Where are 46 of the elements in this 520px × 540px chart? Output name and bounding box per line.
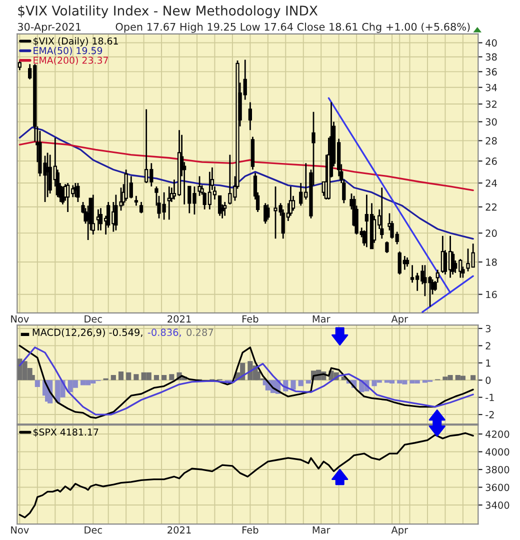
- y-tick-label: 30: [486, 118, 497, 126]
- y-tick-label: 22: [486, 203, 496, 211]
- y-tick-label: 18: [486, 258, 497, 266]
- y-tick-label: -2: [486, 411, 494, 418]
- chart-title: $VIX Volatility Index - New Methodology INDX: [18, 5, 318, 18]
- y-tick-label: 0: [486, 376, 491, 384]
- y-tick-label: 38: [486, 53, 497, 61]
- legend-label: $SPX 4181.17: [34, 428, 98, 437]
- y-tick-label: 3600: [486, 484, 510, 492]
- legend-label: EMA(50) 19.59: [34, 46, 102, 56]
- y-tick-label: 3800: [486, 466, 510, 474]
- y-tick-label: -1: [486, 394, 494, 402]
- x-tick-label: 2021: [168, 315, 191, 323]
- y-tick-label: 3400: [486, 501, 510, 509]
- x-tick-label: Nov: [11, 315, 29, 323]
- y-tick-label: 1: [486, 360, 490, 367]
- y-tick-label: 2: [486, 342, 490, 350]
- x-tick-label: Mar: [312, 526, 330, 534]
- y-tick-label: 34: [486, 84, 497, 92]
- x-tick-label: Feb: [242, 315, 258, 323]
- chart-subtitle: 30-Apr-2021: [18, 22, 81, 33]
- y-tick-label: 24: [486, 179, 497, 187]
- y-tick-label: 4200: [486, 430, 510, 438]
- y-tick-label: 16: [486, 290, 497, 298]
- y-tick-label: 32: [486, 100, 496, 108]
- y-tick-label: 36: [486, 68, 497, 76]
- legend-label: MACD(12,26,9) -0.549,: [32, 328, 142, 338]
- legend-label: EMA(200) 23.37: [34, 56, 108, 65]
- x-tick-label: Feb: [242, 526, 258, 534]
- text: 0.287: [186, 328, 214, 336]
- text: Open 17.67 High 19.25 Low 17.64 Close 18.61 Chg +1.00 (+5.68%): [116, 22, 470, 33]
- x-tick-label: Dec: [84, 526, 102, 534]
- y-tick-label: 28: [486, 137, 497, 145]
- y-tick-label: 20: [486, 230, 497, 237]
- y-tick-label: 4000: [486, 448, 510, 456]
- x-tick-label: Apr: [391, 315, 408, 324]
- x-tick-label: Mar: [312, 315, 330, 323]
- text: -0.836,: [148, 328, 181, 337]
- x-tick-label: 2021: [168, 526, 191, 534]
- y-tick-label: 26: [486, 158, 497, 165]
- x-tick-label: Dec: [84, 315, 102, 323]
- x-tick-label: Nov: [11, 526, 29, 534]
- legend-label: $VIX (Daily) 18.61: [34, 37, 118, 46]
- y-tick-label: 3: [486, 324, 490, 332]
- x-tick-label: Apr: [391, 526, 408, 536]
- y-tick-label: 40: [486, 39, 497, 47]
